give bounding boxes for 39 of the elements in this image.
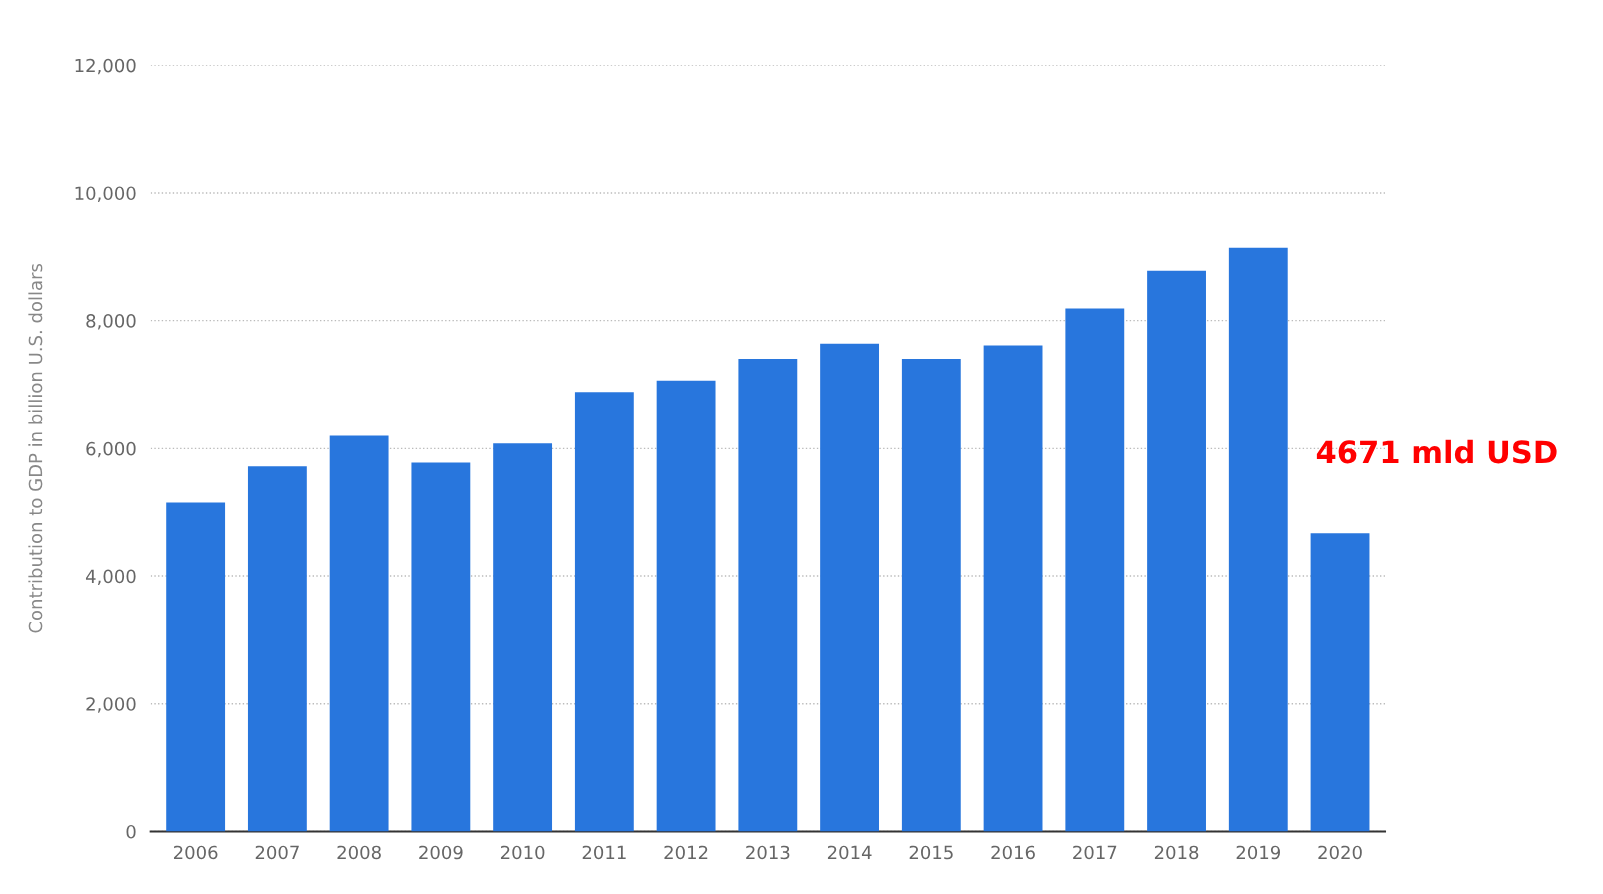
- y-tick-label: 0: [126, 824, 136, 839]
- x-tick-label: 2015: [909, 845, 953, 860]
- x-tick-label: 2008: [337, 845, 381, 860]
- x-tick-label: 2007: [255, 845, 299, 860]
- x-tick-label: 2011: [582, 845, 626, 860]
- bar: [1228, 247, 1288, 832]
- x-tick-label: 2009: [419, 845, 463, 860]
- bar: [166, 502, 226, 832]
- x-tick-label: 2014: [827, 845, 872, 860]
- x-tick-label: 2019: [1236, 845, 1280, 860]
- x-tick-label: 2012: [664, 845, 708, 860]
- y-tick-label: 10,000: [75, 186, 136, 202]
- bar: [901, 358, 961, 832]
- bar: [411, 462, 471, 832]
- x-tick-label: 2020: [1318, 845, 1362, 860]
- y-tick-label: 6,000: [86, 441, 136, 458]
- x-tick-label: 2013: [746, 845, 790, 860]
- bar: [656, 380, 716, 832]
- x-tick-label: 2010: [500, 845, 545, 860]
- bar: [493, 443, 553, 832]
- bar: [1310, 533, 1370, 832]
- y-tick-label: 8,000: [86, 314, 136, 330]
- x-tick-label: 2017: [1073, 845, 1117, 860]
- bar: [983, 345, 1043, 832]
- y-tick-label: 2,000: [86, 697, 136, 713]
- x-tick-label: 2018: [1154, 845, 1199, 860]
- x-tick-label: 2006: [173, 845, 218, 860]
- bar: [1065, 308, 1125, 832]
- x-tick-label: 2016: [991, 845, 1035, 860]
- bar: [329, 435, 389, 832]
- bar: [1147, 270, 1206, 832]
- bar: [574, 392, 634, 832]
- y-axis-title: Contribution to GDP in billion U.S. dollars: [28, 263, 43, 633]
- y-tick-label: 4,000: [85, 569, 136, 585]
- bar: [247, 466, 307, 832]
- annotation: 4671 mld USD: [1316, 439, 1557, 464]
- bar: [820, 343, 880, 832]
- y-tick-label: 12,000: [75, 58, 136, 75]
- bar: [738, 358, 798, 832]
